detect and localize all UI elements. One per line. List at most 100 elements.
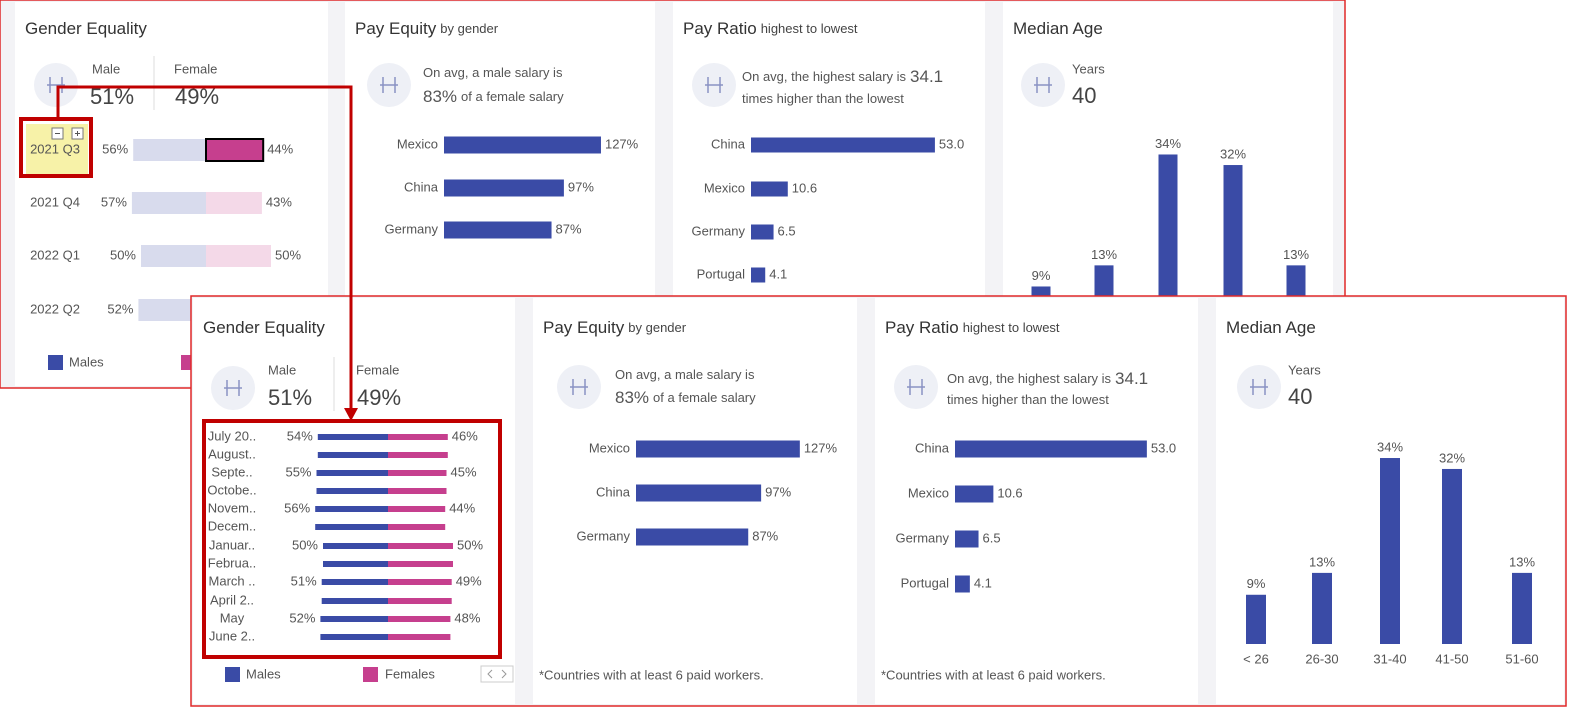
panel-title: Pay Ratio highest to lowest (885, 318, 1060, 337)
bar (1442, 468, 1462, 644)
category-label: Mexico (397, 136, 438, 151)
male-bar (317, 452, 388, 458)
period-label: Octobe.. (207, 482, 256, 497)
category-label: Germany (896, 530, 950, 545)
male-bar (131, 192, 206, 214)
bar (444, 136, 601, 154)
male-value-label: 50% (110, 247, 136, 262)
title-text: Pay Ratio (683, 19, 757, 38)
female-bar (388, 561, 453, 567)
female-bar (388, 543, 453, 549)
bar (636, 484, 762, 502)
female-value-label: 49% (456, 573, 482, 588)
male-bar (315, 506, 388, 512)
male-value-label: 56% (284, 500, 310, 515)
male-bar (316, 488, 388, 494)
kpi-label: Female (174, 61, 217, 76)
kpi-label: Male (92, 61, 120, 76)
note-value: 34.1 (910, 67, 943, 86)
male-bar (133, 139, 206, 161)
male-value-label: 51% (291, 573, 317, 588)
legend-swatch (363, 667, 378, 682)
male-bar (141, 245, 206, 267)
category-label: 41-50 (1435, 651, 1468, 666)
value-label: 87% (556, 221, 582, 236)
female-value-label: 44% (449, 500, 475, 515)
note-value: 34.1 (1115, 369, 1148, 388)
female-bar (388, 488, 447, 494)
male-bar (316, 470, 388, 476)
highlight-box (202, 419, 502, 659)
male-bar (320, 616, 388, 622)
icon (907, 379, 925, 395)
category-label: China (596, 484, 631, 499)
category-label: Portugal (901, 575, 950, 590)
bar (1380, 458, 1400, 644)
pager[interactable] (480, 665, 514, 683)
male-bar (138, 299, 206, 321)
note-value: 83% (423, 87, 457, 106)
bar (1246, 594, 1266, 644)
panel-title: Pay Equity by gender (543, 318, 687, 337)
bar (955, 575, 970, 593)
period-label: Februa.. (208, 555, 256, 570)
panel-title: Gender Equality (25, 19, 147, 38)
note-line: On avg, the highest salary is 34.1 (742, 67, 943, 86)
period-label: May (220, 610, 245, 625)
title-text: Median Age (1226, 318, 1316, 337)
note-text: On avg, the highest salary is (947, 371, 1112, 386)
category-label: < 26 (1243, 651, 1269, 666)
icon (705, 77, 723, 93)
period-label: April 2.. (210, 592, 254, 607)
male-bar (317, 434, 388, 440)
value-label: 127% (605, 136, 639, 151)
female-value-label: 46% (452, 428, 478, 443)
subtitle: by gender (440, 21, 498, 36)
category-label: China (915, 440, 950, 455)
female-bar (388, 579, 452, 585)
category-label: 51-60 (1505, 651, 1538, 666)
female-bar (206, 245, 271, 267)
period-label: 2021 Q4 (30, 194, 80, 209)
female-value-label: 43% (266, 194, 292, 209)
note-line: times higher than the lowest (947, 392, 1109, 407)
bar (751, 181, 788, 197)
category-label: Portugal (697, 266, 746, 281)
period-label: Novem.. (208, 500, 256, 515)
male-bar (321, 579, 388, 585)
note-line: 83% of a female salary (615, 388, 756, 407)
category-label: Mexico (704, 180, 745, 195)
pager-arrows (487, 669, 507, 679)
female-bar (388, 598, 452, 604)
period-label: August.. (208, 446, 256, 461)
bar (751, 267, 766, 283)
panel-title: Median Age (1013, 19, 1103, 38)
value-label: 13% (1309, 554, 1335, 569)
icon (380, 77, 398, 93)
period-label: March .. (209, 573, 256, 588)
title-text: Gender Equality (25, 19, 147, 38)
legend-label: Males (69, 354, 104, 369)
kpi-label: Female (356, 362, 399, 377)
period-label: June 2.. (209, 628, 255, 643)
legend-swatch (48, 355, 63, 370)
highlight-box (19, 117, 93, 178)
note-line: 83% of a female salary (423, 87, 564, 106)
value-label: 53.0 (939, 136, 964, 151)
male-bar (323, 561, 388, 567)
value-label: 10.6 (792, 180, 817, 195)
category-label: Mexico (908, 485, 949, 500)
female-bar (205, 138, 265, 162)
period-label: 2022 Q2 (30, 301, 80, 316)
kpi-label: Years (1072, 61, 1105, 76)
bar (955, 530, 979, 548)
value-label: 9% (1032, 268, 1051, 283)
note-text: On avg, a male salary is (423, 65, 563, 80)
subtitle: highest to lowest (761, 21, 858, 36)
kpi-label: Years (1288, 362, 1321, 377)
note-text: times higher than the lowest (947, 392, 1109, 407)
period-label: Januar.. (209, 537, 255, 552)
dashboard-front: Gender Equality Pay Equity by gender Pay Ra… (190, 295, 1567, 707)
bar (1158, 154, 1178, 334)
